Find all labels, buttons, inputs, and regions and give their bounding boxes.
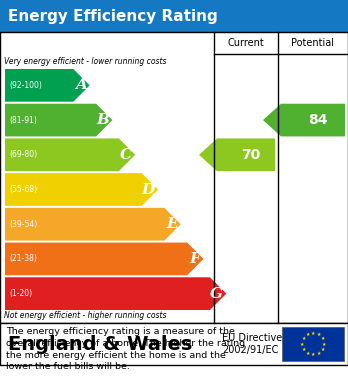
Text: EU Directive: EU Directive xyxy=(222,333,282,343)
Text: The energy efficiency rating is a measure of the
overall efficiency of a home. T: The energy efficiency rating is a measur… xyxy=(6,327,245,371)
Text: Current: Current xyxy=(228,38,264,48)
Text: (21-38): (21-38) xyxy=(9,255,37,264)
Polygon shape xyxy=(5,69,90,102)
Text: B: B xyxy=(96,113,109,127)
Text: (92-100): (92-100) xyxy=(9,81,42,90)
Text: ★: ★ xyxy=(316,332,321,337)
Text: ★: ★ xyxy=(311,331,315,335)
Text: Potential: Potential xyxy=(292,38,334,48)
Text: ★: ★ xyxy=(311,352,315,357)
Text: 70: 70 xyxy=(241,148,260,162)
Text: ★: ★ xyxy=(320,347,325,352)
Polygon shape xyxy=(5,242,204,275)
Polygon shape xyxy=(5,104,112,136)
Text: D: D xyxy=(142,183,155,197)
Text: Energy Efficiency Rating: Energy Efficiency Rating xyxy=(8,9,218,23)
Text: ★: ★ xyxy=(300,341,304,346)
Text: C: C xyxy=(120,148,132,162)
Text: (69-80): (69-80) xyxy=(9,150,37,159)
Polygon shape xyxy=(5,277,226,310)
Text: ★: ★ xyxy=(320,336,325,341)
Bar xyxy=(282,327,344,361)
Text: F: F xyxy=(190,252,200,266)
Polygon shape xyxy=(5,138,135,171)
Text: E: E xyxy=(166,217,178,231)
Polygon shape xyxy=(5,173,158,206)
Text: A: A xyxy=(75,78,87,92)
Text: (39-54): (39-54) xyxy=(9,220,37,229)
Text: ★: ★ xyxy=(306,332,310,337)
Text: 84: 84 xyxy=(308,113,327,127)
Bar xyxy=(0,32,348,323)
Text: Very energy efficient - lower running costs: Very energy efficient - lower running co… xyxy=(4,57,166,66)
Text: ★: ★ xyxy=(301,347,306,352)
Text: 2002/91/EC: 2002/91/EC xyxy=(222,345,278,355)
Text: (55-68): (55-68) xyxy=(9,185,37,194)
Text: ★: ★ xyxy=(322,341,326,346)
Polygon shape xyxy=(5,208,181,240)
Bar xyxy=(0,323,348,365)
Bar xyxy=(0,0,348,32)
Text: G: G xyxy=(210,287,223,301)
Polygon shape xyxy=(263,104,345,136)
Text: ★: ★ xyxy=(301,336,306,341)
Text: England & Wales: England & Wales xyxy=(8,334,192,353)
Polygon shape xyxy=(199,138,275,171)
Text: ★: ★ xyxy=(316,351,321,356)
Text: (1-20): (1-20) xyxy=(9,289,32,298)
Text: (81-91): (81-91) xyxy=(9,116,37,125)
Text: Not energy efficient - higher running costs: Not energy efficient - higher running co… xyxy=(4,311,166,320)
Text: ★: ★ xyxy=(306,351,310,356)
